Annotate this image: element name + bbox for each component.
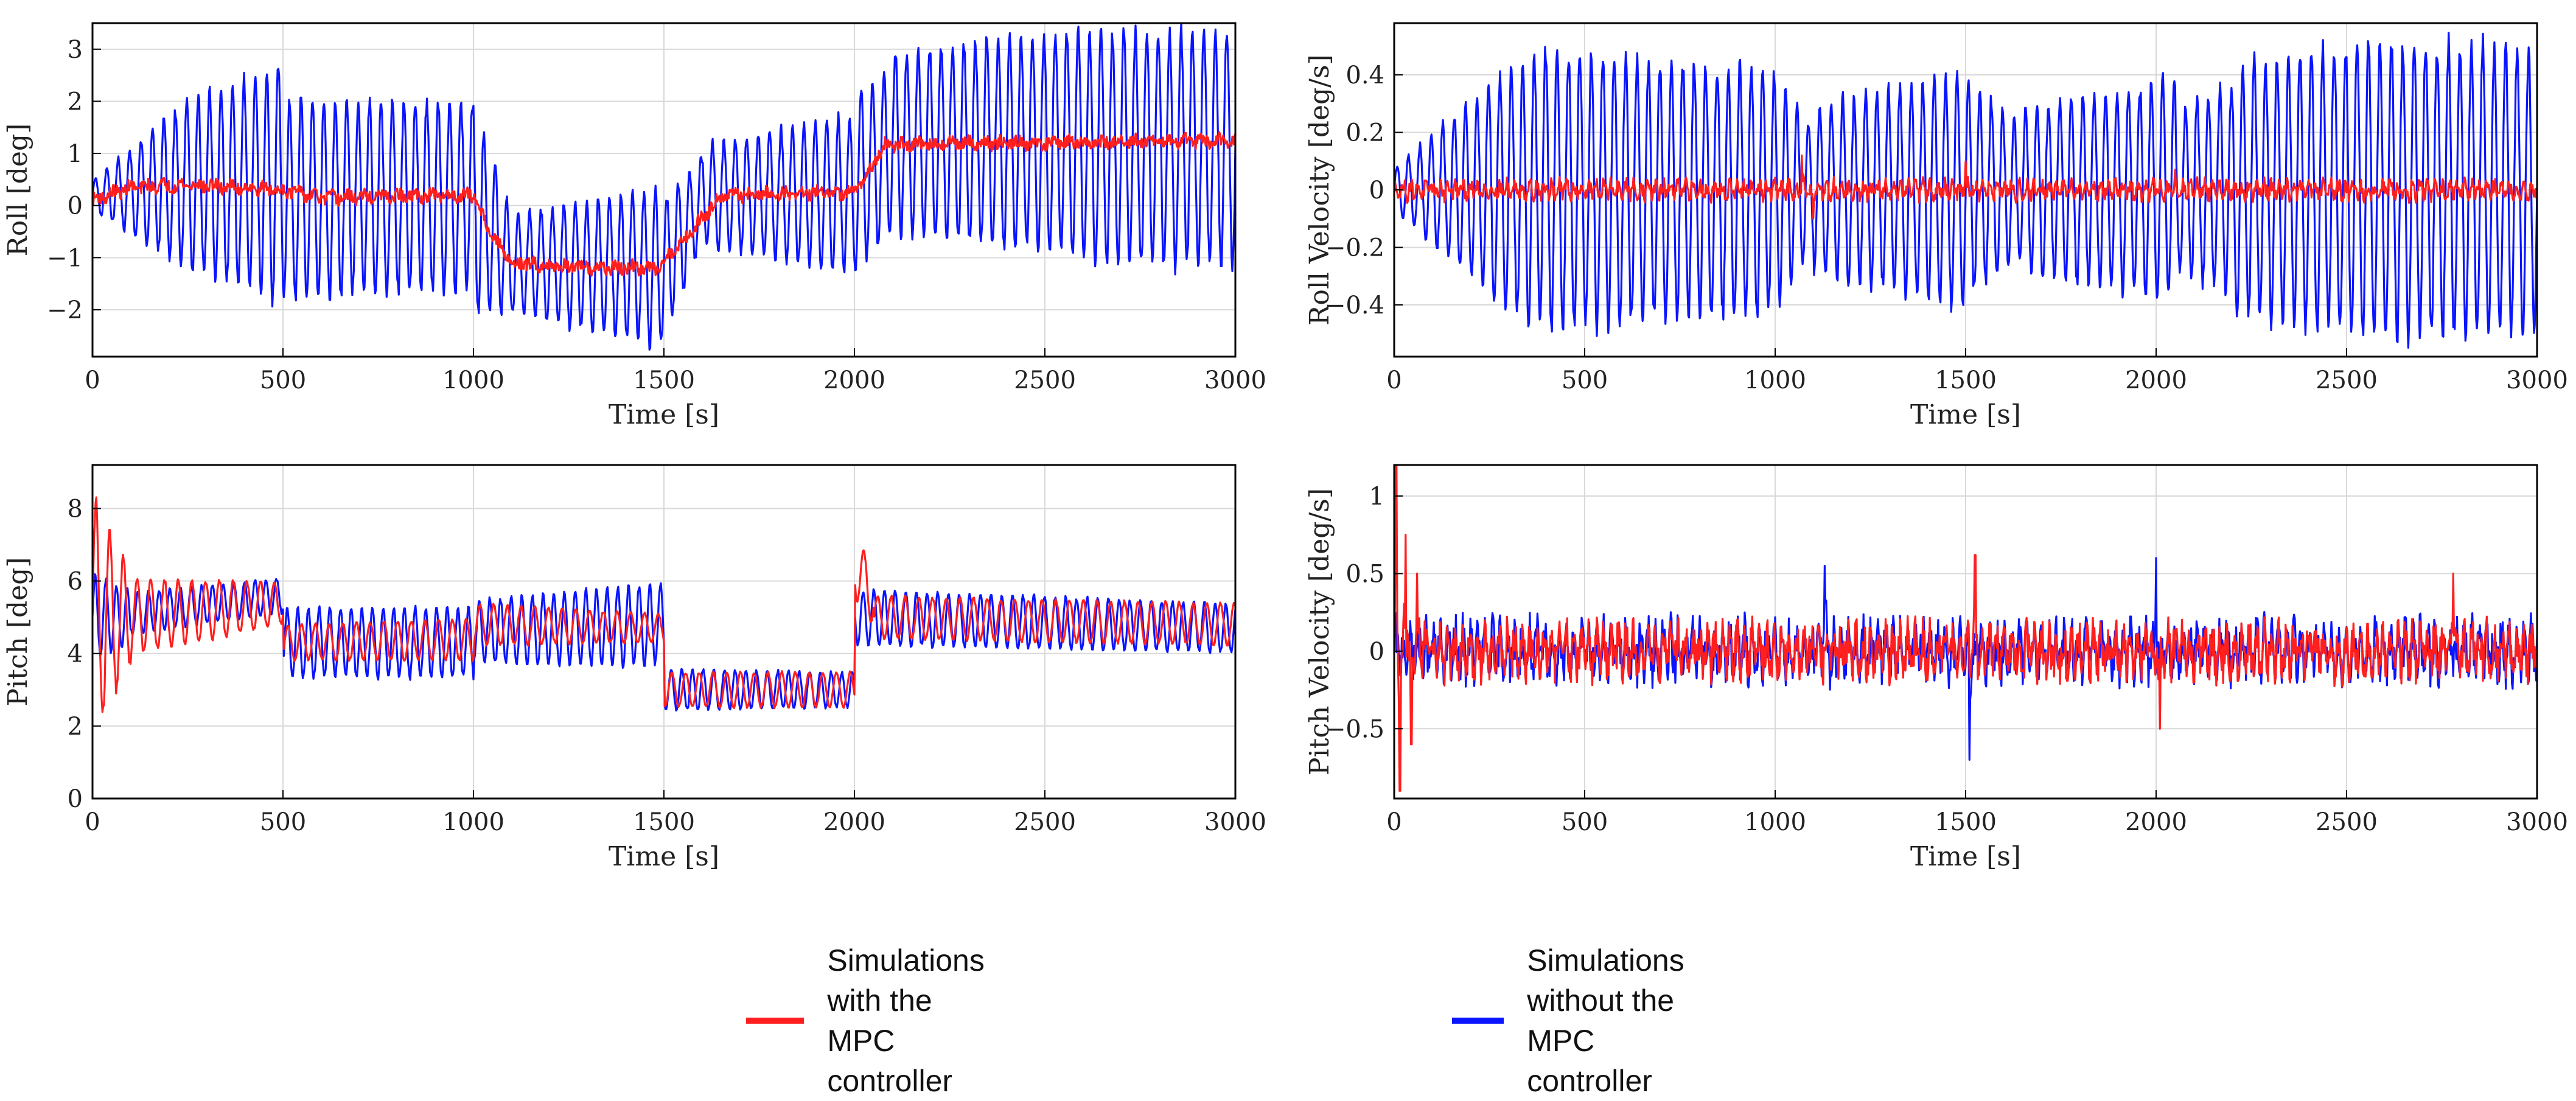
x-tick-label: 0 — [1386, 808, 1401, 836]
legend-label-without-mpc: Simulations without the MPC controller — [1527, 943, 1684, 1098]
y-tick-label: 0 — [68, 192, 83, 220]
y-tick-label: 6 — [68, 568, 83, 596]
y-tick-label: 0 — [68, 785, 83, 813]
y-tick-label: 0.4 — [1346, 61, 1384, 89]
x-tick-label: 3000 — [2506, 808, 2568, 836]
legend-item-without-mpc: Simulations without the MPC controller — [1452, 940, 1717, 1101]
x-tick-label: 1500 — [633, 366, 695, 394]
x-axis-label: Time [s] — [1910, 841, 2021, 872]
y-tick-label: 8 — [68, 495, 83, 523]
chart-roll-velocity: 0 500 1000 1500 2000 2500 3000 −0.4 −0.2 0 0.2 0.4 T… — [1304, 22, 2568, 430]
chart-roll: 0 500 1000 1500 2000 2500 3000 −2 −1 0 1 2 3 Time [s]… — [2, 22, 1266, 430]
y-axis-label: Pitch Velocity [deg/s] — [1304, 488, 1335, 775]
y-tick-label: 1 — [68, 140, 83, 168]
x-tick-label: 1500 — [1935, 808, 1997, 836]
y-axis-label: Pitch [deg] — [2, 557, 33, 706]
x-tick-label: 3000 — [1204, 808, 1266, 836]
y-tick-label: 2 — [68, 713, 83, 741]
series-group — [92, 23, 1235, 351]
chart-pitch: 0 500 1000 1500 2000 2500 3000 0 2 4 6 8 Time [s] Pit… — [2, 464, 1266, 872]
y-tick-label: −0.2 — [1325, 234, 1384, 262]
x-tick-label: 2000 — [2125, 366, 2187, 394]
series-line-without-mpc — [92, 23, 1235, 351]
x-tick-label: 2500 — [1014, 366, 1076, 394]
y-tick-label: −0.5 — [1325, 715, 1384, 743]
x-tick-label: 1500 — [633, 808, 695, 836]
x-tick-label: 2500 — [2316, 808, 2378, 836]
series-group — [1394, 32, 2537, 349]
chart-pitch-velocity: 0 500 1000 1500 2000 2500 3000 −0.5 0 0.5 1 Time [s… — [1304, 464, 2568, 872]
y-tick-label: 2 — [68, 88, 83, 116]
legend-swatch-without-mpc — [1452, 1018, 1504, 1024]
series-line-with-mpc — [1394, 154, 2537, 220]
legend-label-with-mpc: Simulations with the MPC controller — [827, 943, 985, 1098]
legend-item-with-mpc: Simulations with the MPC controller — [746, 940, 1011, 1101]
y-tick-label: 4 — [68, 640, 83, 668]
y-tick-label: −2 — [47, 296, 83, 324]
x-tick-label: 500 — [1562, 366, 1608, 394]
y-tick-label: 1 — [1369, 483, 1384, 511]
x-tick-label: 0 — [85, 366, 100, 394]
x-tick-label: 1000 — [442, 808, 504, 836]
series-group — [92, 496, 1235, 713]
x-tick-label: 2000 — [823, 366, 885, 394]
x-tick-label: 2500 — [1014, 808, 1076, 836]
x-tick-label: 0 — [1386, 366, 1401, 394]
y-tick-label: 0.5 — [1346, 560, 1384, 588]
y-tick-label: 0 — [1369, 638, 1384, 666]
x-tick-label: 0 — [85, 808, 100, 836]
x-tick-label: 500 — [260, 366, 306, 394]
series-line-with-mpc — [92, 496, 1235, 713]
x-tick-label: 2000 — [823, 808, 885, 836]
series-line-without-mpc — [1394, 32, 2537, 349]
y-tick-label: 3 — [68, 36, 83, 64]
series-line-with-mpc — [92, 131, 1235, 277]
x-tick-label: 1000 — [1744, 366, 1806, 394]
x-tick-label: 3000 — [1204, 366, 1266, 394]
y-axis-label: Roll [deg] — [2, 124, 33, 256]
x-tick-label: 1000 — [442, 366, 504, 394]
x-axis-label: Time [s] — [609, 399, 719, 430]
y-tick-label: 0 — [1369, 177, 1384, 204]
series-line-with-mpc — [1394, 465, 2537, 792]
y-tick-label: 0.2 — [1346, 119, 1384, 147]
x-axis-label: Time [s] — [609, 841, 719, 872]
x-tick-label: 1000 — [1744, 808, 1806, 836]
x-axis-label: Time [s] — [1910, 399, 2021, 430]
series-group — [1394, 465, 2537, 792]
x-tick-label: 500 — [1562, 808, 1608, 836]
legend-swatch-with-mpc — [746, 1018, 805, 1024]
y-tick-label: −0.4 — [1325, 292, 1384, 320]
x-tick-label: 2000 — [2125, 808, 2187, 836]
y-axis-label: Roll Velocity [deg/s] — [1304, 54, 1335, 325]
x-tick-label: 2500 — [2316, 366, 2378, 394]
y-tick-label: −1 — [47, 244, 83, 272]
x-tick-label: 1500 — [1935, 366, 1997, 394]
x-tick-label: 3000 — [2506, 366, 2568, 394]
x-tick-label: 500 — [260, 808, 306, 836]
